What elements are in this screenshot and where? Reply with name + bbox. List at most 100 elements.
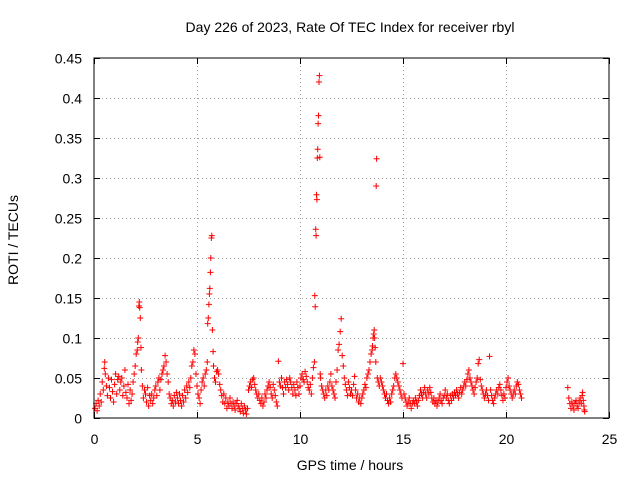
data-point — [465, 367, 472, 373]
data-point — [195, 391, 201, 397]
data-point — [144, 384, 151, 391]
data-point — [316, 79, 322, 85]
data-point — [238, 400, 245, 407]
data-point — [326, 379, 333, 385]
data-point — [332, 395, 338, 401]
data-point — [371, 335, 378, 341]
y-tick-label: 0.45 — [55, 51, 82, 67]
data-point — [275, 358, 282, 365]
data-point — [491, 395, 498, 401]
data-point — [138, 344, 144, 351]
data-point — [481, 395, 488, 401]
data-point — [145, 403, 152, 409]
data-point — [404, 403, 411, 409]
data-point — [303, 373, 310, 380]
data-point — [306, 387, 313, 393]
y-tick-label: 0.2 — [63, 251, 83, 267]
data-point — [180, 399, 187, 405]
data-point — [386, 395, 393, 401]
data-point — [336, 341, 343, 348]
data-point — [151, 387, 158, 393]
data-point — [188, 363, 195, 369]
x-tick-label: 5 — [194, 431, 202, 447]
data-point — [476, 356, 483, 363]
data-point — [172, 399, 179, 405]
data-point — [500, 391, 507, 397]
data-point — [157, 376, 164, 383]
data-point — [505, 375, 512, 381]
data-point — [234, 397, 241, 404]
data-point — [96, 403, 103, 409]
x-tick-label: 0 — [91, 431, 99, 447]
data-point — [135, 335, 142, 341]
data-point — [367, 359, 373, 365]
data-point — [371, 327, 378, 333]
data-point — [581, 408, 588, 415]
data-point — [395, 383, 402, 389]
data-point — [191, 351, 198, 357]
data-point — [111, 381, 118, 388]
data-point — [357, 400, 364, 407]
data-point — [207, 255, 214, 261]
data-point — [250, 375, 257, 381]
data-point — [494, 391, 501, 397]
data-point — [333, 379, 339, 385]
data-point — [131, 371, 138, 377]
data-point — [125, 381, 131, 388]
data-point — [128, 397, 135, 404]
data-point — [178, 403, 185, 409]
data-point — [252, 387, 259, 393]
data-point — [127, 387, 134, 393]
data-point — [136, 304, 143, 311]
data-point — [571, 407, 577, 413]
data-point — [94, 407, 101, 414]
data-point — [312, 226, 319, 233]
data-point — [148, 391, 155, 397]
data-point — [112, 371, 119, 377]
data-point — [243, 411, 250, 417]
data-point — [328, 383, 335, 389]
data-point — [415, 397, 422, 404]
data-point — [503, 384, 509, 391]
data-point — [224, 399, 231, 405]
data-point — [204, 359, 211, 365]
data-point — [99, 379, 106, 385]
data-point — [142, 391, 149, 397]
data-point — [244, 405, 251, 412]
data-point — [205, 315, 212, 321]
data-point — [396, 387, 403, 393]
data-point — [368, 351, 375, 357]
data-point — [512, 391, 519, 397]
data-point — [278, 375, 285, 381]
data-point — [240, 410, 247, 417]
data-point — [518, 395, 525, 401]
data-point — [118, 375, 125, 381]
data-point — [173, 389, 180, 396]
data-point — [202, 371, 209, 377]
data-point — [417, 387, 424, 393]
data-point — [143, 399, 150, 405]
data-point — [150, 395, 157, 401]
data-point — [183, 383, 190, 389]
data-point — [304, 379, 311, 385]
data-point — [427, 389, 434, 396]
data-point — [149, 400, 156, 407]
data-point — [97, 391, 104, 397]
data-point — [504, 379, 510, 385]
data-point — [245, 387, 252, 393]
data-point — [421, 384, 428, 391]
data-point — [308, 391, 315, 397]
data-point — [446, 400, 453, 407]
data-point — [117, 379, 124, 385]
data-point — [122, 389, 129, 396]
data-point — [110, 399, 117, 405]
data-point — [204, 320, 211, 327]
data-point — [241, 403, 248, 409]
data-point — [100, 387, 107, 393]
data-point — [323, 392, 330, 399]
data-point — [171, 392, 178, 399]
data-point — [108, 376, 115, 383]
data-point — [129, 391, 136, 397]
data-point — [359, 391, 366, 397]
